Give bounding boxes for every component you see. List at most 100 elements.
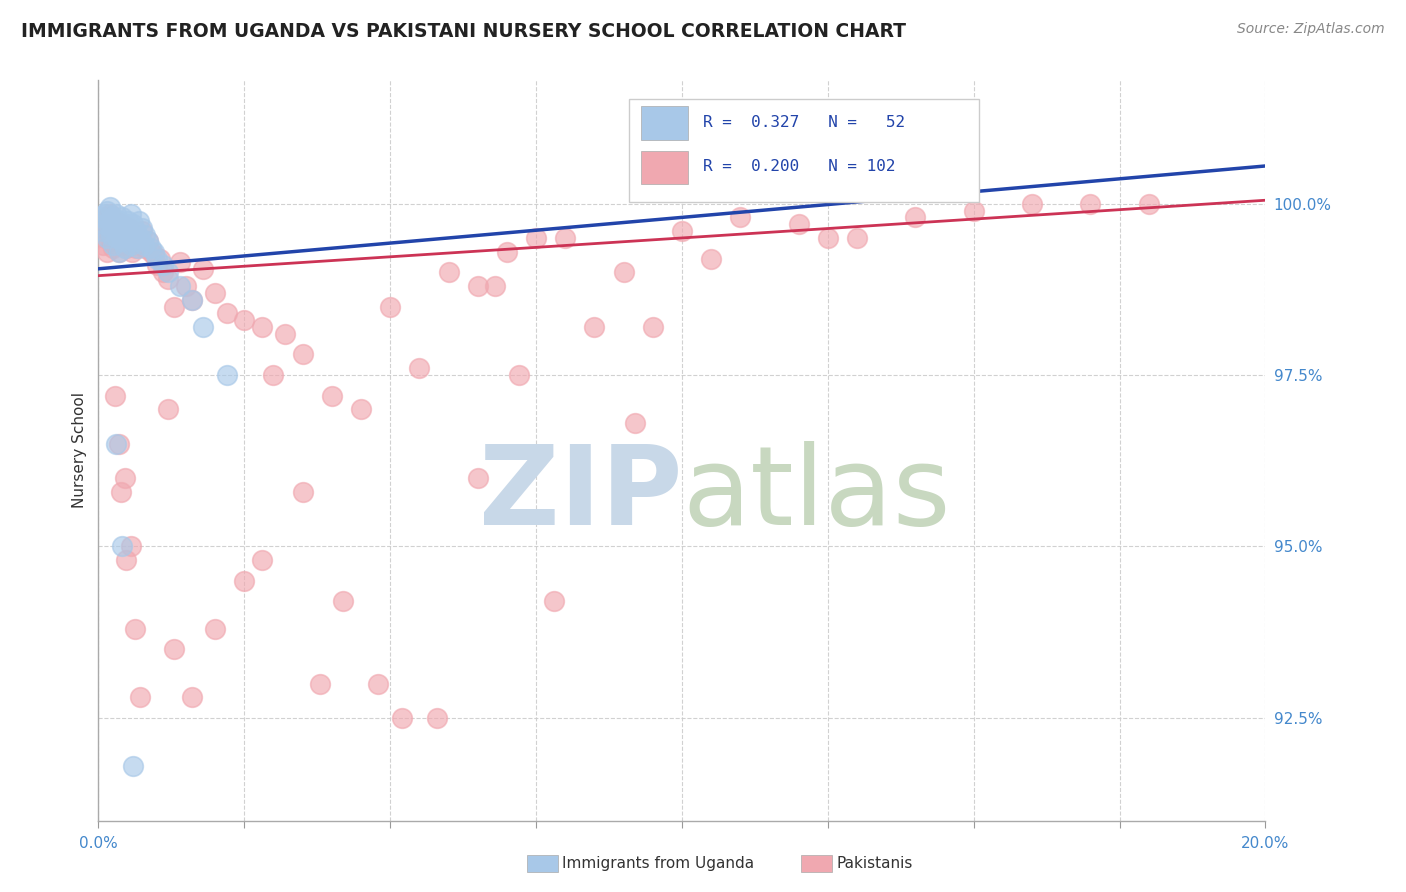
Point: [104, 217, 127, 231]
Point: [484, 279, 506, 293]
Point: [163, 642, 186, 657]
FancyBboxPatch shape: [630, 99, 980, 202]
Point: [115, 241, 138, 255]
Point: [96, 231, 118, 245]
Point: [108, 220, 131, 235]
Point: [309, 676, 332, 690]
Point: [98, 220, 121, 235]
Point: [730, 211, 752, 225]
Point: [101, 217, 124, 231]
Point: [180, 293, 202, 307]
Point: [101, 237, 124, 252]
Point: [101, 241, 124, 255]
Point: [122, 759, 145, 773]
Point: [108, 244, 131, 259]
Point: [136, 235, 159, 249]
Point: [121, 244, 143, 259]
Point: [124, 235, 146, 249]
Point: [180, 293, 202, 307]
Point: [467, 471, 489, 485]
Point: [94, 231, 117, 245]
Point: [104, 436, 127, 450]
Point: [111, 235, 134, 249]
Point: [163, 300, 186, 314]
Point: [134, 241, 156, 255]
Point: [131, 220, 153, 235]
Point: [321, 389, 343, 403]
Point: [671, 224, 693, 238]
Point: [120, 237, 142, 252]
Point: [100, 227, 122, 242]
Point: [115, 224, 138, 238]
Point: [110, 227, 132, 242]
Point: [98, 200, 121, 214]
Point: [129, 690, 152, 705]
Point: [96, 244, 118, 259]
Point: [152, 259, 174, 273]
Point: [93, 214, 115, 228]
Text: IMMIGRANTS FROM UGANDA VS PAKISTANI NURSERY SCHOOL CORRELATION CHART: IMMIGRANTS FROM UGANDA VS PAKISTANI NURS…: [21, 22, 905, 41]
Point: [437, 265, 460, 279]
Point: [128, 231, 150, 245]
Point: [124, 235, 146, 249]
Point: [157, 265, 180, 279]
Point: [110, 220, 132, 235]
Point: [128, 214, 150, 228]
Point: [100, 235, 122, 249]
Point: [120, 540, 142, 554]
Point: [508, 368, 530, 382]
Point: [105, 231, 128, 245]
Point: [408, 361, 430, 376]
Point: [350, 402, 373, 417]
Point: [149, 252, 172, 266]
Point: [122, 217, 145, 231]
Point: [583, 320, 606, 334]
Text: Source: ZipAtlas.com: Source: ZipAtlas.com: [1237, 22, 1385, 37]
Point: [641, 320, 664, 334]
Point: [104, 207, 127, 221]
Point: [169, 255, 191, 269]
Point: [142, 244, 165, 259]
Point: [98, 227, 121, 242]
Point: [291, 484, 314, 499]
Point: [118, 220, 141, 235]
Point: [105, 231, 128, 245]
Point: [97, 214, 120, 228]
Point: [169, 279, 191, 293]
Point: [134, 227, 156, 242]
Point: [274, 326, 297, 341]
Point: [129, 231, 152, 245]
Point: [127, 241, 149, 255]
Point: [426, 711, 449, 725]
Point: [193, 261, 215, 276]
Point: [124, 622, 146, 636]
Text: R =  0.200   N = 102: R = 0.200 N = 102: [703, 160, 896, 175]
Point: [233, 574, 256, 588]
Point: [139, 241, 162, 255]
Point: [104, 389, 127, 403]
Point: [146, 259, 169, 273]
Point: [111, 237, 134, 252]
Point: [467, 279, 489, 293]
Point: [146, 252, 169, 266]
Point: [115, 553, 138, 567]
Point: [1021, 196, 1043, 211]
Point: [193, 320, 215, 334]
Point: [174, 279, 197, 293]
Point: [117, 214, 139, 228]
Point: [108, 436, 131, 450]
Y-axis label: Nursery School: Nursery School: [72, 392, 87, 508]
Point: [114, 217, 136, 231]
Point: [817, 231, 839, 245]
Point: [1137, 196, 1160, 211]
Point: [846, 231, 869, 245]
Point: [101, 211, 124, 225]
Point: [120, 207, 142, 221]
Point: [129, 237, 152, 252]
Point: [104, 224, 127, 238]
Point: [215, 368, 238, 382]
Point: [114, 224, 136, 238]
Point: [496, 244, 519, 259]
Point: [90, 224, 112, 238]
Point: [131, 224, 153, 238]
